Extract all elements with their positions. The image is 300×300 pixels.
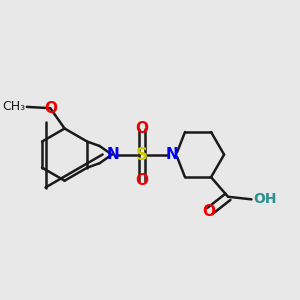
Text: O: O [136, 121, 148, 136]
Text: N: N [166, 147, 178, 162]
Text: N: N [106, 147, 119, 162]
Text: O: O [202, 204, 215, 219]
Text: CH₃: CH₃ [2, 100, 25, 113]
Text: O: O [136, 173, 148, 188]
Text: S: S [136, 146, 148, 164]
Text: O: O [44, 101, 57, 116]
Text: OH: OH [253, 192, 277, 206]
